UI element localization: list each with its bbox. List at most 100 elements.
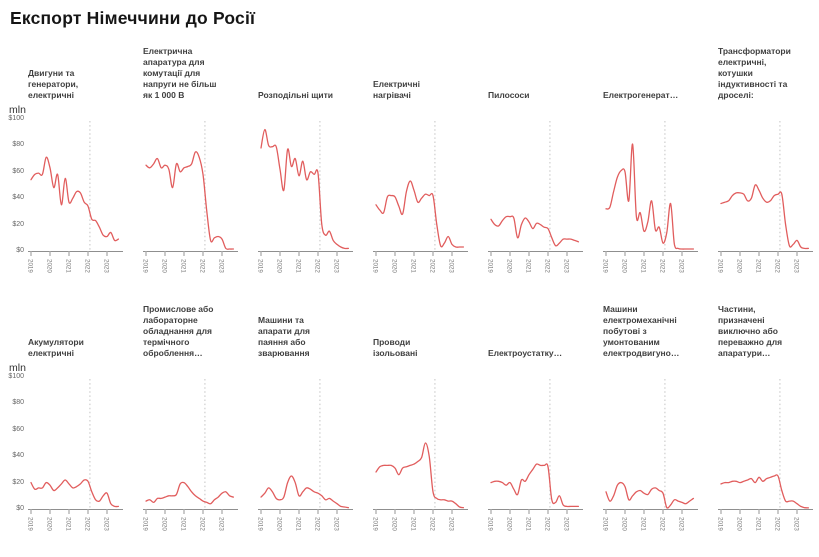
chart-cell: Частини, призначені виключно або переваж… [717, 287, 813, 545]
x-axis-year-label: 2021 [410, 517, 417, 531]
x-axis-year-label: 2021 [180, 517, 187, 531]
x-axis-year-label: 2022 [774, 259, 781, 273]
series-line [375, 442, 465, 509]
chart-title: Пилососи [488, 89, 530, 100]
y-axis-tick-label: $20 [12, 478, 24, 486]
x-axis-year-label: 2023 [103, 259, 110, 273]
y-axis-unit-label: mln [9, 104, 26, 116]
x-axis-year-label: 2020 [621, 517, 628, 531]
x-axis-year-label: 2020 [161, 517, 168, 531]
chart-title: Трансформатори електричні, котушки індук… [718, 45, 791, 100]
chart-title: Машини та апарати для паяння або зварюва… [258, 314, 311, 358]
x-axis-year-label: 2022 [429, 259, 436, 273]
x-axis-year-label: 2023 [448, 517, 455, 531]
chart-cell: Трансформатори електричні, котушки індук… [717, 33, 813, 287]
x-axis-year-label: 2019 [27, 517, 34, 531]
x-axis-year-label: 2023 [563, 517, 570, 531]
x-axis-year-label: 2020 [161, 259, 168, 273]
x-axis-year-label: 2019 [257, 259, 264, 273]
y-axis-unit-label: mln [9, 362, 26, 374]
y-axis-row-1: mln $100 $80 $60 $40 $20 $0 [0, 33, 27, 287]
series-line [720, 184, 810, 250]
x-axis-year-label: 2019 [602, 259, 609, 273]
page-title: Експорт Німеччини до Росії [10, 8, 256, 28]
x-axis-year-label: 2020 [276, 259, 283, 273]
x-axis-year-label: 2022 [314, 517, 321, 531]
y-axis-tick-label: $80 [12, 399, 24, 407]
x-axis-year-label: 2023 [793, 259, 800, 273]
x-axis-year-label: 2022 [659, 259, 666, 273]
series-line [605, 143, 695, 250]
chart-plot: 2019 2020 2021 2022 2023 [602, 379, 698, 531]
chart-title: Частини, призначені виключно або переваж… [718, 303, 783, 358]
series-line [145, 481, 235, 505]
series-line [605, 481, 695, 509]
x-axis-year-label: 2019 [717, 259, 724, 273]
y-axis-tick-label: $100 [8, 373, 24, 380]
chart-title: Електрична апаратура для комутації для н… [143, 45, 217, 100]
chart-plot: 2019 2020 2021 2022 2023 [717, 121, 813, 273]
x-axis-year-label: 2022 [544, 517, 551, 531]
x-axis-year-label: 2021 [525, 517, 532, 531]
x-axis-year-label: 2023 [103, 517, 110, 531]
chart-cell: Електроустатку… 2019 2020 2021 2022 2023 [487, 287, 583, 545]
y-axis-tick-label: $60 [12, 167, 24, 175]
x-axis-year-label: 2020 [506, 517, 513, 531]
chart-cell: Електрогенерат… 2019 2020 2021 2022 2023 [602, 33, 698, 287]
x-axis-year-label: 2019 [487, 517, 494, 531]
chart-cell: Електричні нагрівачі 2019 2020 2021 2022 202… [372, 33, 468, 287]
y-axis-tick-label: $40 [12, 452, 24, 460]
chart-title: Акумулятори електричні [28, 336, 84, 358]
chart-plot: 2019 2020 2021 2022 2023 [487, 121, 583, 273]
x-axis-year-label: 2021 [410, 259, 417, 273]
chart-cell: Двигуни та генератори, електричні 2019 20… [27, 33, 123, 287]
x-axis-year-label: 2020 [736, 259, 743, 273]
x-axis-year-label: 2019 [487, 259, 494, 273]
y-axis-tick-label: $60 [12, 425, 24, 433]
x-axis-year-label: 2022 [84, 259, 91, 273]
chart-title: Електроустатку… [488, 347, 563, 358]
chart-title: Промислове або лабораторне обладнання дл… [143, 303, 214, 358]
x-axis-year-label: 2019 [602, 517, 609, 531]
x-axis-year-label: 2023 [333, 517, 340, 531]
x-axis-year-label: 2023 [333, 259, 340, 273]
chart-plot: 2019 2020 2021 2022 2023 [142, 121, 238, 273]
x-axis-year-label: 2020 [276, 517, 283, 531]
x-axis-year-label: 2019 [27, 259, 34, 273]
series-line [375, 180, 465, 248]
x-axis-year-label: 2019 [142, 517, 149, 531]
x-axis-year-label: 2020 [506, 259, 513, 273]
small-multiples-grid: mln $100 $80 $60 $40 $20 $0 Двигуни та генерат… [0, 33, 819, 545]
x-axis-year-label: 2021 [65, 259, 72, 273]
series-line [490, 463, 580, 508]
x-axis-year-label: 2020 [46, 259, 53, 273]
x-axis-year-label: 2021 [180, 259, 187, 273]
series-line [260, 128, 350, 250]
x-axis-year-label: 2022 [84, 517, 91, 531]
chart-plot: 2019 2020 2021 2022 2023 [487, 379, 583, 531]
x-axis-year-label: 2022 [199, 517, 206, 531]
chart-cell: Пилососи 2019 2020 2021 2022 2023 [487, 33, 583, 287]
x-axis-year-label: 2021 [640, 259, 647, 273]
chart-plot: 2019 2020 2021 2022 2023 [27, 121, 123, 273]
chart-title: Двигуни та генератори, електричні [28, 67, 79, 100]
chart-plot: 2019 2020 2021 2022 2023 [257, 121, 353, 273]
x-axis-year-label: 2020 [621, 259, 628, 273]
chart-cell: Промислове або лабораторне обладнання дл… [142, 287, 238, 545]
x-axis-year-label: 2019 [372, 259, 379, 273]
chart-plot: 2019 2020 2021 2022 2023 [717, 379, 813, 531]
y-axis-tick-label: $40 [12, 194, 24, 202]
chart-cell: Електрична апаратура для комутації для н… [142, 33, 238, 287]
x-axis-year-label: 2021 [295, 517, 302, 531]
charts-row-1: mln $100 $80 $60 $40 $20 $0 Двигуни та генерат… [0, 33, 819, 287]
y-axis-tick-label: $80 [12, 141, 24, 149]
chart-plot: 2019 2020 2021 2022 2023 [372, 121, 468, 273]
series-line [30, 156, 120, 242]
x-axis-year-label: 2020 [46, 517, 53, 531]
x-axis-year-label: 2023 [678, 517, 685, 531]
chart-cell: Розподільні щити 2019 2020 2021 2022 2023 [257, 33, 353, 287]
chart-cell: Акумулятори електричні 2019 2020 2021 2022 2… [27, 287, 123, 545]
x-axis-year-label: 2022 [659, 517, 666, 531]
y-axis-tick-label: $20 [12, 220, 24, 228]
x-axis-year-label: 2021 [640, 517, 647, 531]
